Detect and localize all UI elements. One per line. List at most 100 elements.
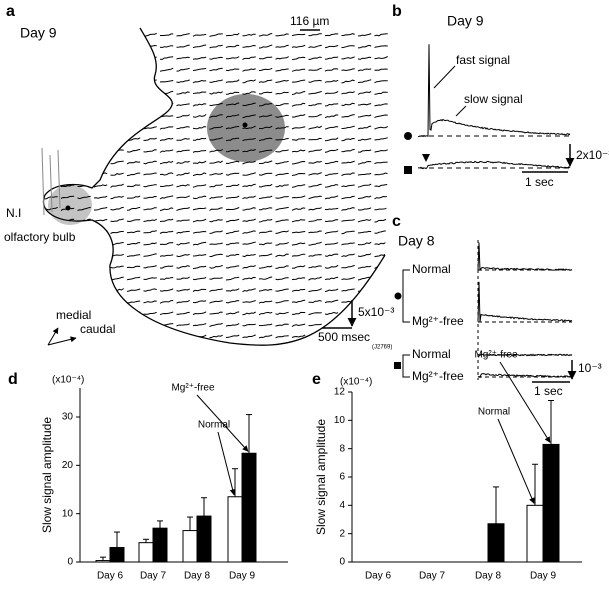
error-bar [114,531,120,548]
trace [110,33,124,37]
trace [176,114,190,118]
panel-title: Day 9 [20,25,57,41]
label: N.I [6,206,21,220]
trace [258,195,273,199]
trace [341,160,355,164]
trace [308,276,322,281]
trace [258,230,273,234]
trace [225,207,240,211]
error-bar [187,516,193,531]
trace [77,288,91,292]
trace [159,218,174,222]
trace [291,195,306,199]
trace [477,242,573,271]
y-tick-label: 2 [339,528,345,539]
trace [93,288,108,293]
trace [242,68,256,72]
trace [374,195,388,200]
trace [374,323,388,328]
trace [308,195,322,200]
trace [374,126,388,130]
trace [77,206,91,211]
trace [242,253,256,258]
trace [126,161,141,165]
trace [242,311,256,316]
trace [93,241,108,246]
trace [60,288,75,292]
trace [341,137,355,142]
trace [77,172,91,176]
trace [341,184,355,188]
trace [291,172,306,176]
trace [341,195,355,200]
trace [225,68,240,72]
trace [126,300,141,304]
error-bar [143,538,149,543]
trace [374,207,388,211]
trace [209,160,223,164]
trace [209,67,223,72]
trace [275,126,289,130]
trace [159,160,174,165]
trace [374,103,388,107]
trace [258,276,273,280]
trace [291,126,306,130]
panel-letter: c [392,213,401,230]
trace [143,230,157,234]
trace [192,114,207,118]
trace [60,265,75,269]
trace [477,373,573,379]
trace [159,67,174,72]
trace [275,137,289,141]
trace [209,148,223,153]
trace [176,253,190,258]
trace [176,44,190,48]
trace [242,207,256,211]
trace [242,195,256,200]
trace [77,265,91,269]
trace [110,299,124,303]
trace [127,230,141,234]
trace [275,149,289,153]
trace [242,160,256,165]
trace [209,184,223,188]
trace [209,44,223,49]
trace [324,45,339,49]
trace [93,102,108,106]
trace [126,334,141,339]
trace [93,79,108,84]
trace [143,323,157,327]
trace [60,45,75,49]
trace [275,196,289,199]
trace [192,265,207,270]
trace [192,137,207,141]
trace [44,322,58,327]
trace [275,230,289,234]
trace [110,265,124,269]
trace [258,253,273,257]
trace [275,184,289,188]
trace [308,67,322,71]
trace [159,56,174,60]
trace [44,91,58,95]
trace [28,80,41,83]
trace [44,206,58,211]
trace [308,172,322,176]
trace [357,173,372,176]
trace [357,138,372,141]
trace [176,79,190,84]
trace [258,207,273,211]
trace [275,253,289,258]
trace [275,160,289,165]
trace [159,277,174,280]
trace [242,33,256,37]
trace [143,265,157,269]
trace [192,150,207,153]
trace [176,299,190,304]
trace [357,323,372,327]
row-label: Normal [412,262,451,276]
trace [159,334,174,339]
trace [242,56,256,60]
trace [126,56,141,60]
